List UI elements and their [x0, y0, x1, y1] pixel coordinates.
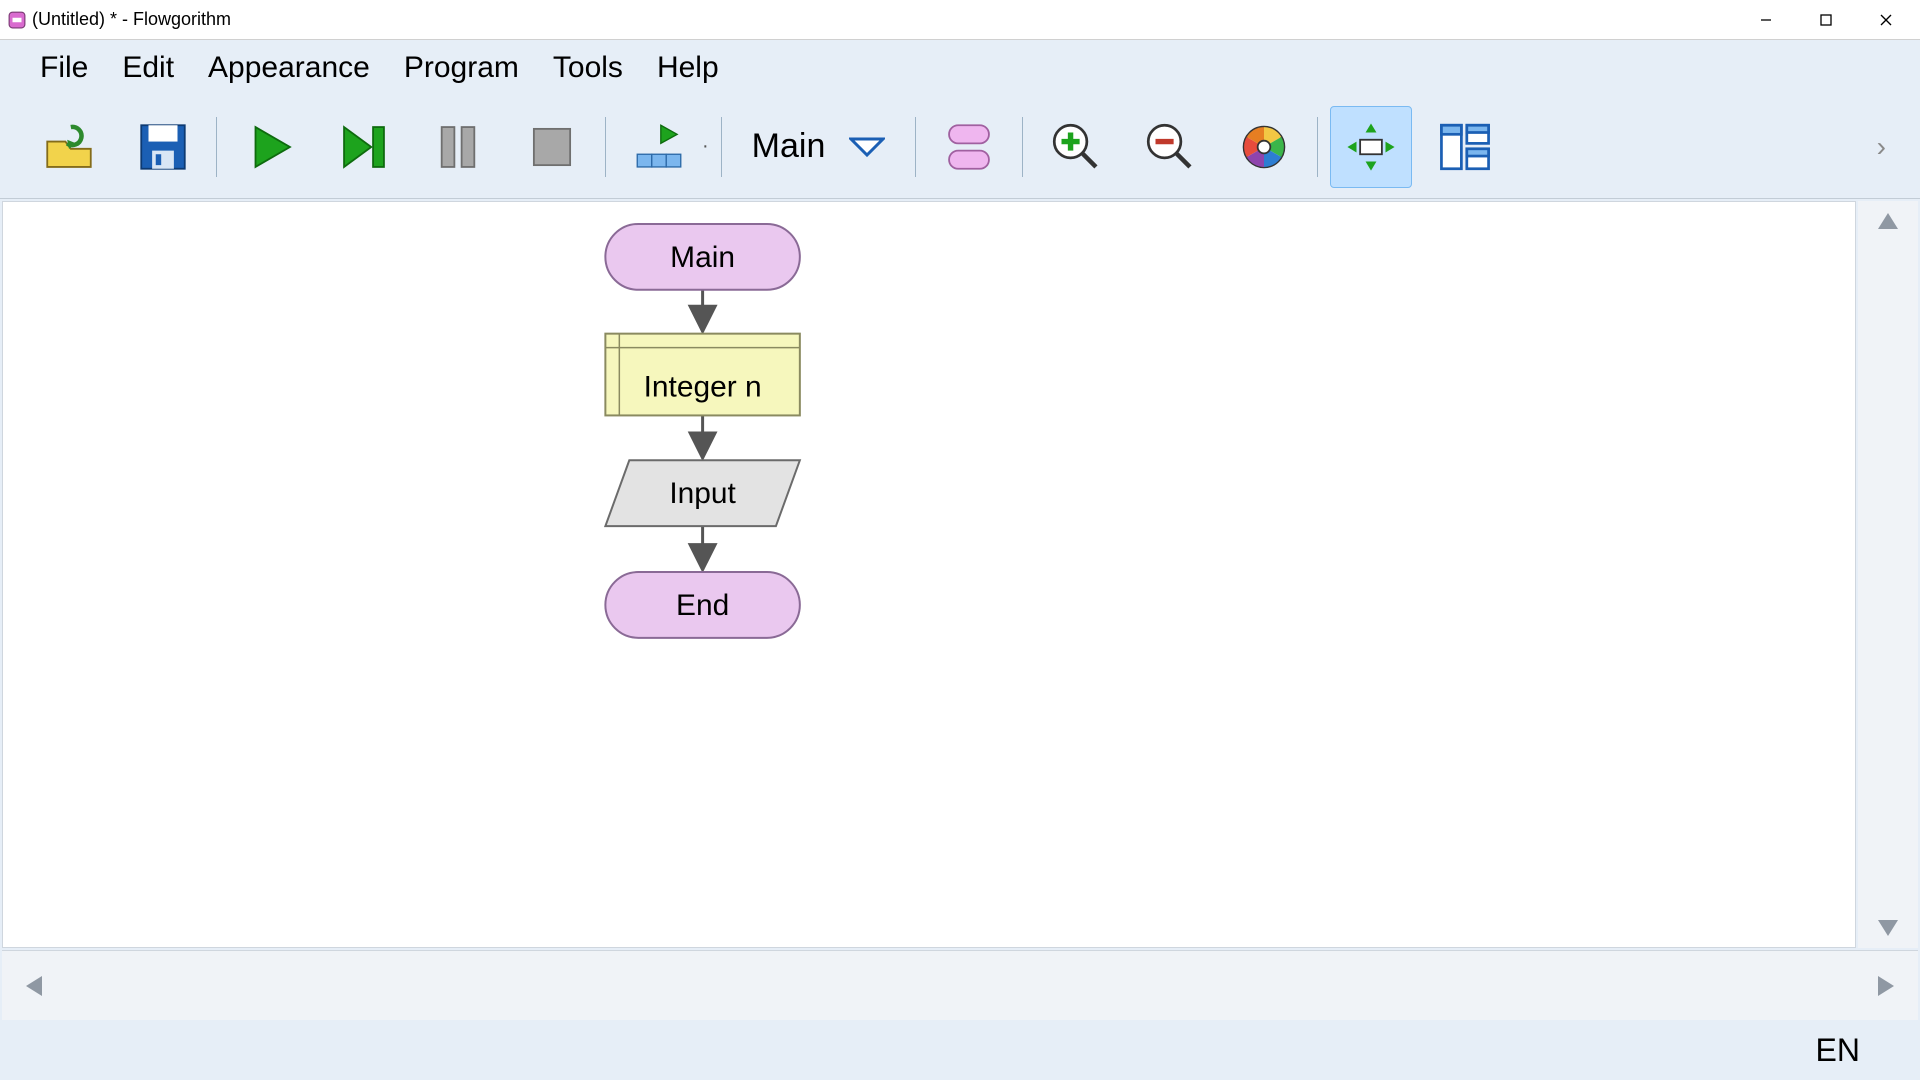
flowchart-node-input[interactable]: Input — [605, 460, 799, 526]
minimize-button[interactable] — [1736, 0, 1796, 40]
horizontal-scrollbar[interactable] — [2, 950, 1918, 1020]
open-button[interactable] — [28, 106, 110, 188]
maximize-button[interactable] — [1796, 0, 1856, 40]
flowchart-node-start[interactable]: Main — [605, 224, 799, 290]
zoom-out-button[interactable] — [1129, 106, 1211, 188]
scroll-up-icon — [1874, 209, 1902, 233]
toolbar-separator — [216, 117, 217, 177]
toolbar-separator — [721, 117, 722, 177]
color-scheme-button[interactable] — [1223, 106, 1305, 188]
flowchart-node-declare[interactable]: Integer n — [605, 334, 799, 416]
menu-bar: File Edit Appearance Program Tools Help — [0, 40, 1920, 95]
stop-button[interactable] — [511, 106, 593, 188]
language-indicator[interactable]: EN — [1816, 1032, 1860, 1069]
fit-flowchart-button[interactable] — [1330, 106, 1412, 188]
menu-appearance[interactable]: Appearance — [208, 51, 370, 85]
flowchart-canvas[interactable]: Main Integer n Input End — [2, 201, 1856, 948]
window-title: (Untitled) * - Flowgorithm — [32, 9, 231, 30]
vertical-scrollbar[interactable] — [1858, 201, 1918, 948]
function-selector[interactable]: Main — [734, 127, 904, 166]
toolbar-separator — [1022, 117, 1023, 177]
toolbar-separator — [1317, 117, 1318, 177]
scroll-left-icon — [22, 972, 46, 1000]
step-button[interactable] — [323, 106, 405, 188]
save-button[interactable] — [122, 106, 204, 188]
add-function-button[interactable] — [928, 106, 1010, 188]
flowchart-svg: Main Integer n Input End — [3, 202, 1855, 947]
app-icon — [8, 11, 26, 29]
svg-text:Input: Input — [669, 477, 736, 510]
workspace: Main Integer n Input End — [0, 199, 1920, 950]
menu-edit[interactable]: Edit — [122, 51, 174, 85]
toolbar-overflow-icon[interactable]: › — [1877, 131, 1892, 163]
variable-watch-button[interactable] — [618, 106, 700, 188]
svg-text:End: End — [676, 589, 729, 622]
flowchart-node-end[interactable]: End — [605, 572, 799, 638]
menu-file[interactable]: File — [40, 51, 88, 85]
run-button[interactable] — [229, 106, 311, 188]
close-button[interactable] — [1856, 0, 1916, 40]
title-bar: (Untitled) * - Flowgorithm — [0, 0, 1920, 40]
chevron-down-icon — [849, 135, 885, 159]
menu-tools[interactable]: Tools — [553, 51, 623, 85]
svg-text:Integer n: Integer n — [644, 370, 762, 403]
speed-indicator: · — [702, 135, 709, 158]
menu-program[interactable]: Program — [404, 51, 519, 85]
status-bar: EN — [0, 1020, 1920, 1080]
toolbar-separator — [605, 117, 606, 177]
scroll-down-icon — [1874, 916, 1902, 940]
pause-button[interactable] — [417, 106, 499, 188]
toolbar-separator — [915, 117, 916, 177]
layout-windows-button[interactable] — [1424, 106, 1506, 188]
toolbar: · Main — [0, 95, 1920, 199]
scroll-right-icon — [1874, 972, 1898, 1000]
zoom-in-button[interactable] — [1035, 106, 1117, 188]
menu-help[interactable]: Help — [657, 51, 719, 85]
function-selector-label: Main — [752, 127, 826, 166]
svg-text:Main: Main — [670, 241, 735, 274]
